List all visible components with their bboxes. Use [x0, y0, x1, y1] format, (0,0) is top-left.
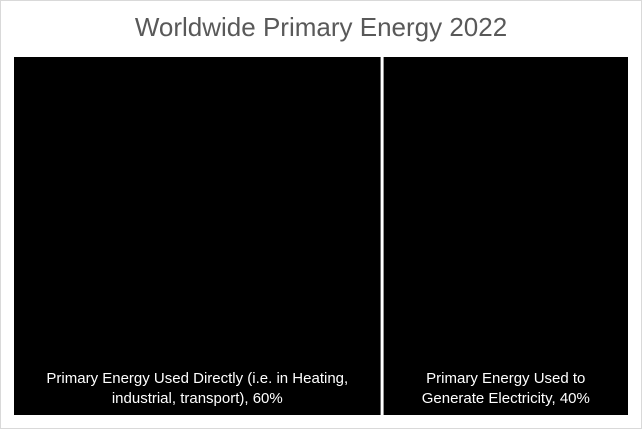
treemap-tile-1-label-line-2: industrial, transport), 60% [112, 390, 283, 407]
treemap-tile-2 [383, 57, 628, 415]
treemap-tile-2-label-line-1: Primary Energy Used to [426, 370, 585, 387]
treemap-tile-2-label-line-2: Generate Electricity, 40% [422, 390, 590, 407]
treemap-tile-1-label-line-1: Primary Energy Used Directly (i.e. in He… [46, 370, 348, 387]
chart-title: Worldwide Primary Energy 2022 [134, 12, 508, 42]
treemap-tile-1 [14, 57, 381, 415]
